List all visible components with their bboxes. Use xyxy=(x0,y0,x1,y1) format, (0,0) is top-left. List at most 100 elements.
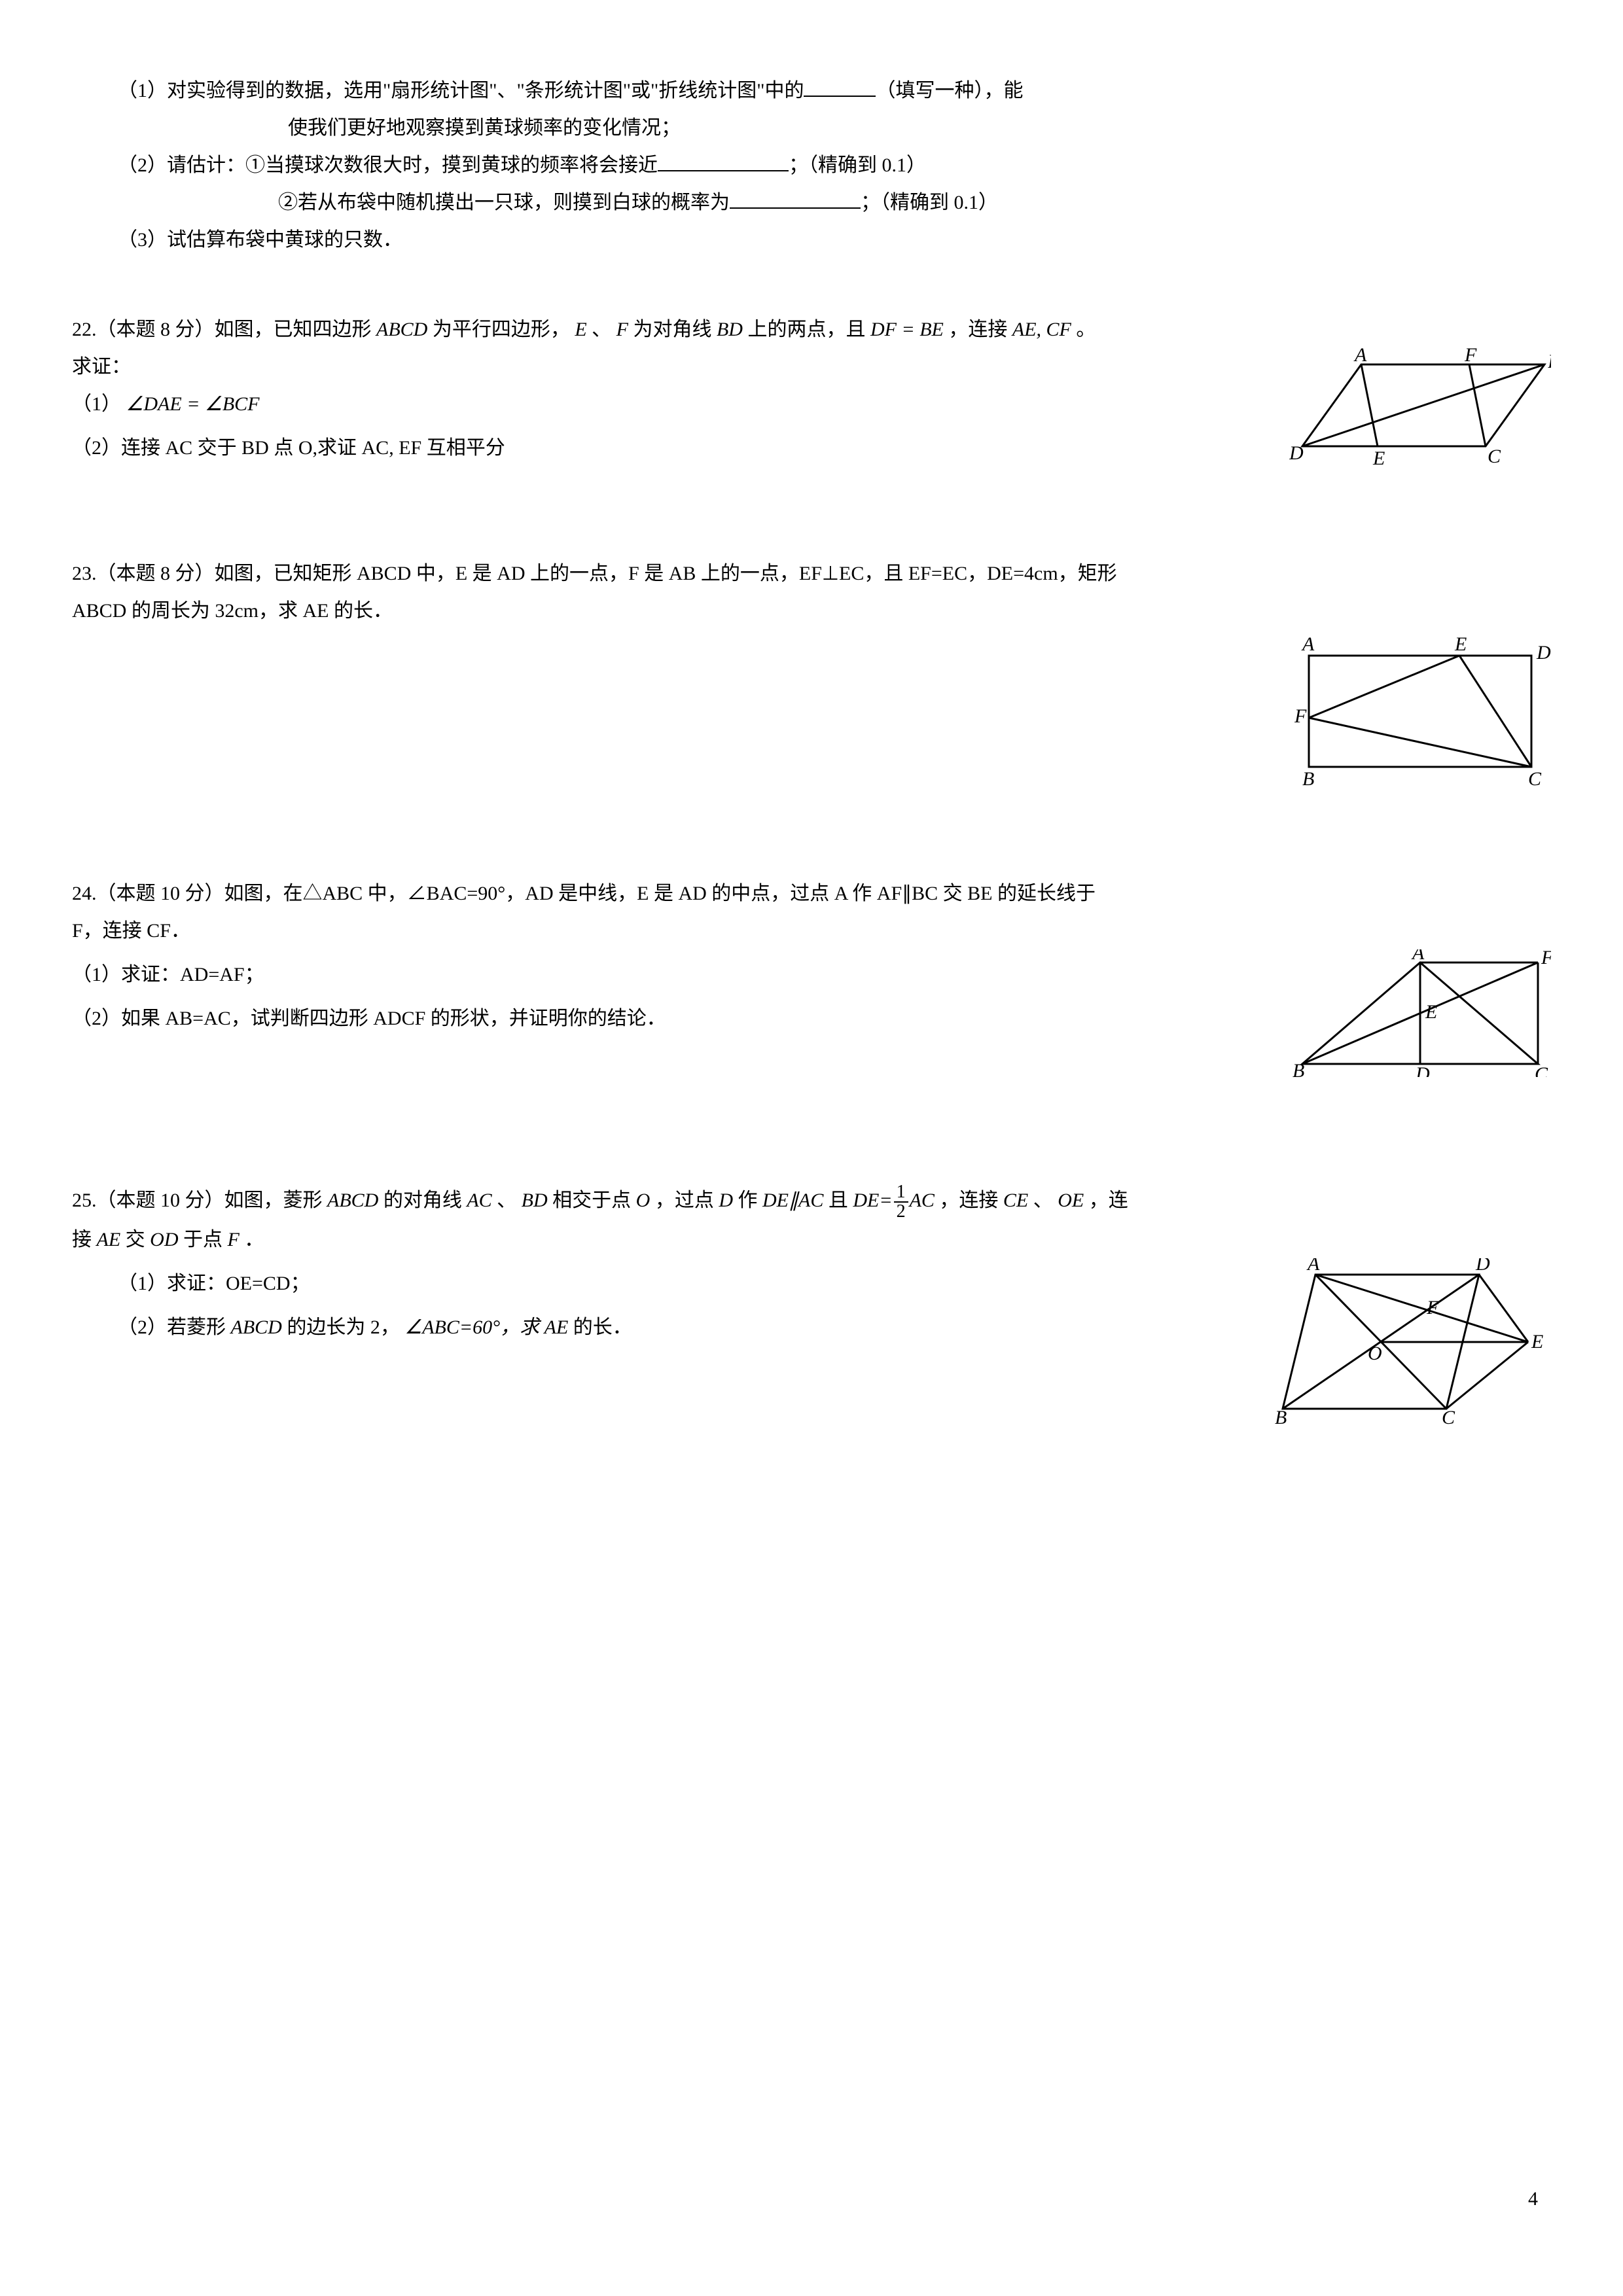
svg-text:F: F xyxy=(1541,949,1551,968)
q25-d: D xyxy=(719,1190,733,1211)
svg-text:F: F xyxy=(1464,348,1477,366)
q25-od: OD xyxy=(150,1229,178,1250)
q22-BD: BD xyxy=(717,319,743,340)
q22-aecf: AE, CF xyxy=(1012,319,1071,340)
q24-figure: A F B D C E xyxy=(1289,949,1551,1077)
q25-abcd2: ABCD xyxy=(231,1316,282,1338)
q21-p2-b: ；（精确到 0.1） xyxy=(789,154,926,176)
q25-ac2: AC xyxy=(910,1190,935,1211)
q25-oe: OE xyxy=(1058,1190,1084,1211)
q25-den: 2 xyxy=(894,1203,908,1221)
q21-p2: （2）请估计：①当摸球次数很大时，摸到黄球的频率将会接近 ；（精确到 0.1） xyxy=(72,147,1551,184)
q25-p2a: （2）若菱形 xyxy=(118,1316,226,1338)
q22-sa: 22.（本题 8 分）如图，已知四边形 xyxy=(72,319,372,340)
q25-sj: ，连 xyxy=(1089,1190,1128,1211)
q25-sm: 于点 xyxy=(183,1229,223,1250)
q21-p2-d: ；（精确到 0.1） xyxy=(861,192,998,213)
q22-E: E xyxy=(575,319,586,340)
q25-sa: 25.（本题 10 分）如图，菱形 xyxy=(72,1190,323,1211)
q25-sc: 、 xyxy=(497,1190,516,1211)
svg-text:A: A xyxy=(1306,1258,1320,1275)
q23-stem-b: ABCD 的周长为 32cm，求 AE 的长． xyxy=(72,592,1551,629)
q22-block: 22.（本题 8 分）如图，已知四边形 A B C D 为平行四边形， E 、 F 为… xyxy=(72,311,1551,467)
svg-text:O: O xyxy=(1368,1343,1382,1364)
q22-figure: A B C D E F xyxy=(1289,348,1551,466)
svg-text:A: A xyxy=(1301,636,1315,655)
q25-num: 1 xyxy=(894,1183,908,1203)
q21-blank1 xyxy=(804,74,876,97)
q25-stem: 25.（本题 10 分）如图，菱形 ABCD 的对角线 AC 、 BD 相交于点… xyxy=(72,1182,1551,1221)
q25-p2c: ∠ABC=60°，求 xyxy=(404,1316,539,1338)
q24-stem-b: F，连接 CF． xyxy=(72,912,1551,949)
q25-p1-text: （1）求证：OE=CD； xyxy=(118,1273,310,1294)
q25-ce: CE xyxy=(1003,1190,1028,1211)
svg-text:E: E xyxy=(1425,1001,1437,1023)
q23-svg: A E D F B C xyxy=(1289,636,1551,786)
q21-p1-c: 使我们更好地观察摸到黄球频率的变化情况； xyxy=(72,109,1551,147)
q21-p2-a: （2）请估计：①当摸球次数很大时，摸到黄球的频率将会接近 xyxy=(118,154,658,176)
svg-text:A: A xyxy=(1353,348,1367,366)
q25-svg: A D B C O E F xyxy=(1270,1258,1551,1425)
q22-stem: 22.（本题 8 分）如图，已知四边形 ABCD 为平行四边形， E 、 F 为… xyxy=(72,311,1551,348)
q25-sl: 交 xyxy=(126,1229,145,1250)
q21-p1-a: （1）对实验得到的数据，选用"扇形统计图"、"条形统计图"或"折线统计图"中的 xyxy=(118,80,804,101)
svg-text:D: D xyxy=(1536,642,1551,663)
q22-se: 上的两点，且 xyxy=(747,319,865,340)
q24-stem-a: 24.（本题 10 分）如图，在△ABC 中，∠BAC=90°，AD 是中线，E… xyxy=(72,875,1551,912)
svg-text:B: B xyxy=(1275,1407,1287,1425)
q21-block: （1）对实验得到的数据，选用"扇形统计图"、"条形统计图"或"折线统计图"中的 （… xyxy=(72,72,1551,258)
svg-text:F: F xyxy=(1294,705,1307,727)
svg-text:A: A xyxy=(1411,949,1425,964)
q25-o: O xyxy=(636,1190,651,1211)
q22-p1a: （1） xyxy=(72,393,121,415)
q25-ac: AC xyxy=(467,1190,491,1211)
q22-F: F xyxy=(616,319,628,340)
q25-ae: AE xyxy=(97,1229,121,1250)
q25-abcd: ABCD xyxy=(327,1190,378,1211)
q25-sd: 相交于点 xyxy=(552,1190,631,1211)
q25-ae2: AE xyxy=(544,1316,569,1338)
q21-p2-2: ②若从布袋中随机摸出一只球，则摸到白球的概率为 ；（精确到 0.1） xyxy=(72,184,1551,221)
q22-sd: 为对角线 xyxy=(633,319,711,340)
q21-p2-c: ②若从布袋中随机摸出一只球，则摸到白球的概率为 xyxy=(278,192,730,213)
q25-p2d: 的长． xyxy=(573,1316,632,1338)
q25-deeq: DE= xyxy=(853,1190,892,1211)
q25-sh: ，连接 xyxy=(939,1190,998,1211)
svg-text:B: B xyxy=(1293,1060,1304,1077)
q22-p1b: ∠DAE = ∠BCF xyxy=(126,393,260,415)
q25-block: 25.（本题 10 分）如图，菱形 ABCD 的对角线 AC 、 BD 相交于点… xyxy=(72,1182,1551,1346)
q21-blank2 xyxy=(658,149,789,171)
svg-text:E: E xyxy=(1531,1331,1543,1352)
svg-text:C: C xyxy=(1528,768,1542,786)
q22-sg: 。 xyxy=(1076,319,1096,340)
svg-text:C: C xyxy=(1488,446,1501,466)
q23-figure: A E D F B C xyxy=(1289,636,1551,786)
q25-sk: 接 xyxy=(72,1229,92,1250)
svg-text:D: D xyxy=(1289,442,1304,464)
q21-p1-c-text: 使我们更好地观察摸到黄球频率的变化情况； xyxy=(288,117,681,139)
q25-si: 、 xyxy=(1033,1190,1053,1211)
q22-sc: 、 xyxy=(592,319,611,340)
q25-frac: 12 xyxy=(894,1183,908,1221)
q22-sb: 为平行四边形， xyxy=(433,319,570,340)
q24-block: 24.（本题 10 分）如图，在△ABC 中，∠BAC=90°，AD 是中线，E… xyxy=(72,875,1551,1037)
q23-stem-a: 23.（本题 8 分）如图，已知矩形 ABCD 中，E 是 AD 上的一点，F … xyxy=(72,555,1551,592)
svg-text:E: E xyxy=(1372,448,1385,466)
q23-block: 23.（本题 8 分）如图，已知矩形 ABCD 中，E 是 AD 上的一点，F … xyxy=(72,555,1551,629)
q25-se: ，过点 xyxy=(655,1190,714,1211)
q22-p2-text: （2）连接 AC 交于 BD 点 O,求证 AC, EF 互相平分 xyxy=(72,437,505,459)
q21-p3: （3）试估算布袋中黄球的只数． xyxy=(72,221,1551,258)
q25-sf: 作 xyxy=(738,1190,758,1211)
svg-text:F: F xyxy=(1426,1297,1439,1318)
q21-blank3 xyxy=(730,186,861,209)
q25-sn: ． xyxy=(244,1229,264,1250)
q21-p1-b: （填写一种），能 xyxy=(876,80,1023,101)
q22-eq: DF = BE xyxy=(870,319,944,340)
svg-text:B: B xyxy=(1302,768,1314,786)
svg-text:B: B xyxy=(1548,351,1551,372)
svg-text:D: D xyxy=(1475,1258,1490,1275)
svg-text:D: D xyxy=(1415,1063,1430,1077)
svg-text:C: C xyxy=(1442,1407,1455,1425)
q25-depac: DE∥AC xyxy=(762,1190,823,1211)
q25-stem2: 接 AE 交 OD 于点 F ． xyxy=(72,1221,1551,1258)
